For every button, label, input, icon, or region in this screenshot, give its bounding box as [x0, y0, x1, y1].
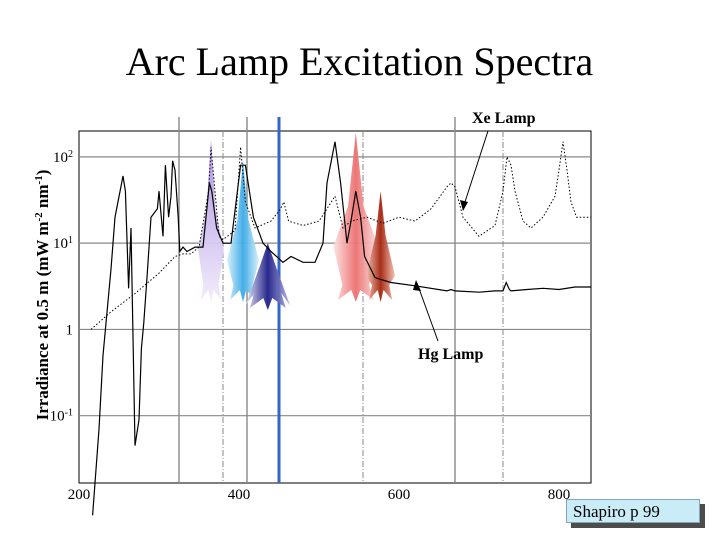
y-tick-base: 10 [50, 409, 65, 425]
hg-lamp-arrowhead [413, 280, 421, 291]
y-axis-label-part: ) [33, 170, 52, 176]
hg-lamp-arrow [416, 282, 439, 342]
hg-lamp-line [92, 141, 591, 516]
page-title: Arc Lamp Excitation Spectra [125, 39, 594, 84]
plot-area [78, 130, 592, 484]
x-tick-label: 600 [388, 487, 411, 503]
x-tick-labels: 200 400 600 800 [68, 487, 571, 503]
highlight-peak [227, 160, 259, 302]
y-tick-base: 10 [53, 236, 68, 252]
hg-lamp-label: Hg Lamp [418, 346, 483, 363]
y-tick-base: 10 [53, 150, 68, 166]
y-tick-label: 102 [53, 148, 73, 166]
series-lines [90, 141, 591, 516]
xe-lamp-arrow [462, 130, 489, 209]
highlight-peak [245, 243, 291, 310]
source-label: Shapiro p 99 [566, 499, 700, 523]
y-axis-label-part: -2 [33, 212, 45, 222]
y-axis-label: Irradiance at 0.5 m (mW m-2 nm-1) [33, 170, 52, 421]
xe-lamp-line [90, 141, 591, 330]
highlight-peak [333, 132, 379, 302]
y-axis-label-part: -1 [33, 175, 45, 184]
y-tick-exponent: 1 [68, 235, 73, 246]
y-tick-exponent: -1 [65, 407, 73, 418]
y-axis-label-part: nm [33, 184, 52, 212]
y-tick-label: 101 [53, 235, 73, 253]
x-tick-label: 200 [68, 487, 91, 503]
y-tick-exponent: 2 [68, 148, 73, 159]
x-tick-label: 400 [228, 487, 251, 503]
y-axis-label-part: Irradiance at 0.5 m (mW m [33, 221, 52, 420]
highlight-peak [198, 139, 224, 302]
xe-lamp-label: Xe Lamp [472, 110, 536, 127]
y-tick-base: 1 [66, 322, 74, 338]
y-tick-label: 10-1 [50, 407, 73, 425]
xe-lamp-arrowhead [460, 200, 468, 211]
x-tick-label: 800 [548, 487, 571, 503]
y-tick-label: 1 [66, 322, 74, 338]
